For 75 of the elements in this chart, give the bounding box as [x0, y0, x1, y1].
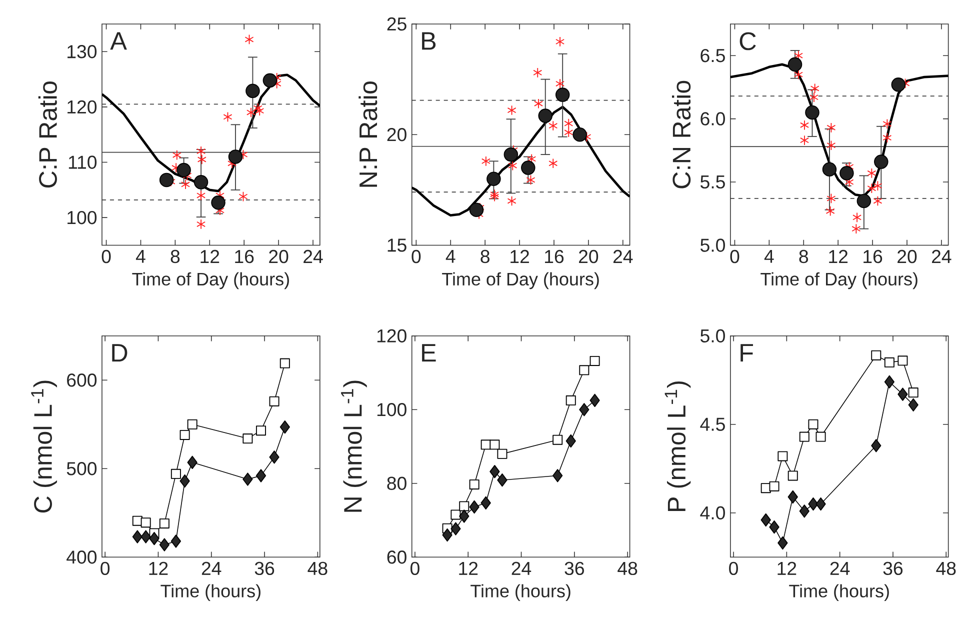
- annotation: B: [422, 32, 436, 50]
- x-tick-label: 0: [410, 562, 420, 576]
- y-tick-label: 400: [66, 550, 97, 564]
- x-tick-label: 24: [932, 250, 952, 264]
- x-axis-title: Time of Day (hours): [442, 272, 599, 290]
- x-axis-title: Time (hours): [789, 584, 889, 602]
- x-tick-label: 0: [412, 250, 421, 264]
- y-axis-title: N:P Ratio: [358, 82, 378, 187]
- x-tick-label: 12: [459, 562, 478, 575]
- y-tick-label: 20: [387, 128, 406, 142]
- x-axis-title: Time (hours): [470, 584, 570, 602]
- x-tick-label: 8: [170, 250, 180, 264]
- annotation: E: [422, 344, 436, 362]
- x-tick-label: 12: [829, 250, 848, 264]
- annotation: F: [740, 344, 753, 362]
- y-axis-title: N (nmol L$^{-1}$): [341, 380, 367, 512]
- x-tick-label: 36: [883, 562, 903, 576]
- y-tick-label: 80: [387, 476, 406, 490]
- x-axis-title: Time (hours): [160, 584, 260, 602]
- y-axis-title: P (nmol L$^{-1}$): [664, 382, 691, 512]
- y-tick-label: 5.5: [700, 176, 725, 189]
- x-tick-label: 12: [778, 562, 796, 575]
- y-tick-label: 500: [66, 462, 97, 476]
- y-tick-label: 110: [68, 156, 97, 169]
- x-tick-label: 16: [235, 250, 254, 264]
- x-tick-label: 24: [613, 250, 633, 264]
- y-tick-label: 600: [67, 374, 97, 387]
- y-tick-label: 6.0: [700, 112, 725, 126]
- x-tick-label: 24: [202, 562, 222, 575]
- x-tick-label: 0: [102, 250, 111, 264]
- x-tick-label: 0: [100, 562, 110, 576]
- x-axis-title: Time of Day (hours): [760, 272, 918, 290]
- x-tick-label: 20: [898, 250, 917, 264]
- y-tick-label: 130: [68, 45, 97, 58]
- y-tick-label: 15: [388, 238, 406, 252]
- x-tick-label: 12: [200, 250, 220, 264]
- x-tick-label: 12: [510, 250, 529, 264]
- x-tick-label: 36: [564, 562, 584, 576]
- annotation: A: [110, 32, 127, 50]
- x-tick-label: 24: [304, 250, 323, 264]
- y-tick-label: 60: [387, 550, 406, 564]
- y-tick-label: 100: [377, 403, 406, 416]
- x-tick-label: 12: [149, 562, 168, 575]
- x-tick-label: 4: [136, 250, 146, 263]
- x-tick-label: 4: [764, 250, 774, 263]
- y-axis-title: C (nmol L$^{-1}$): [31, 380, 57, 513]
- x-tick-label: 24: [830, 562, 850, 575]
- x-tick-label: 20: [579, 250, 598, 264]
- x-tick-label: 20: [269, 250, 288, 264]
- x-tick-label: 36: [254, 562, 274, 576]
- x-tick-label: 0: [730, 250, 740, 264]
- y-axis-title: C:N Ratio: [672, 80, 691, 188]
- y-tick-label: 120: [377, 329, 406, 343]
- x-tick-label: 48: [308, 562, 328, 576]
- y-tick-label: 25: [387, 17, 406, 31]
- y-tick-label: 6.5: [700, 49, 725, 62]
- annotation: D: [112, 344, 128, 362]
- annotation: C: [740, 32, 756, 50]
- y-tick-label: 120: [68, 100, 97, 114]
- y-axis-title: C:P Ratio: [38, 82, 57, 188]
- x-tick-label: 16: [864, 250, 882, 264]
- x-tick-label: 48: [618, 562, 638, 576]
- y-tick-label: 4.0: [700, 506, 725, 520]
- y-tick-label: 4.5: [700, 418, 725, 431]
- x-tick-label: 24: [512, 562, 532, 575]
- x-tick-label: 8: [799, 250, 808, 264]
- x-tick-label: 0: [729, 562, 738, 576]
- x-tick-label: 8: [480, 250, 490, 264]
- x-axis-title: Time of Day (hours): [132, 272, 289, 290]
- x-tick-label: 4: [446, 250, 456, 263]
- y-tick-label: 100: [68, 211, 97, 224]
- y-tick-label: 5.0: [700, 329, 725, 343]
- x-tick-label: 48: [936, 562, 956, 576]
- x-tick-label: 16: [545, 250, 564, 264]
- y-tick-label: 5.0: [700, 238, 725, 252]
